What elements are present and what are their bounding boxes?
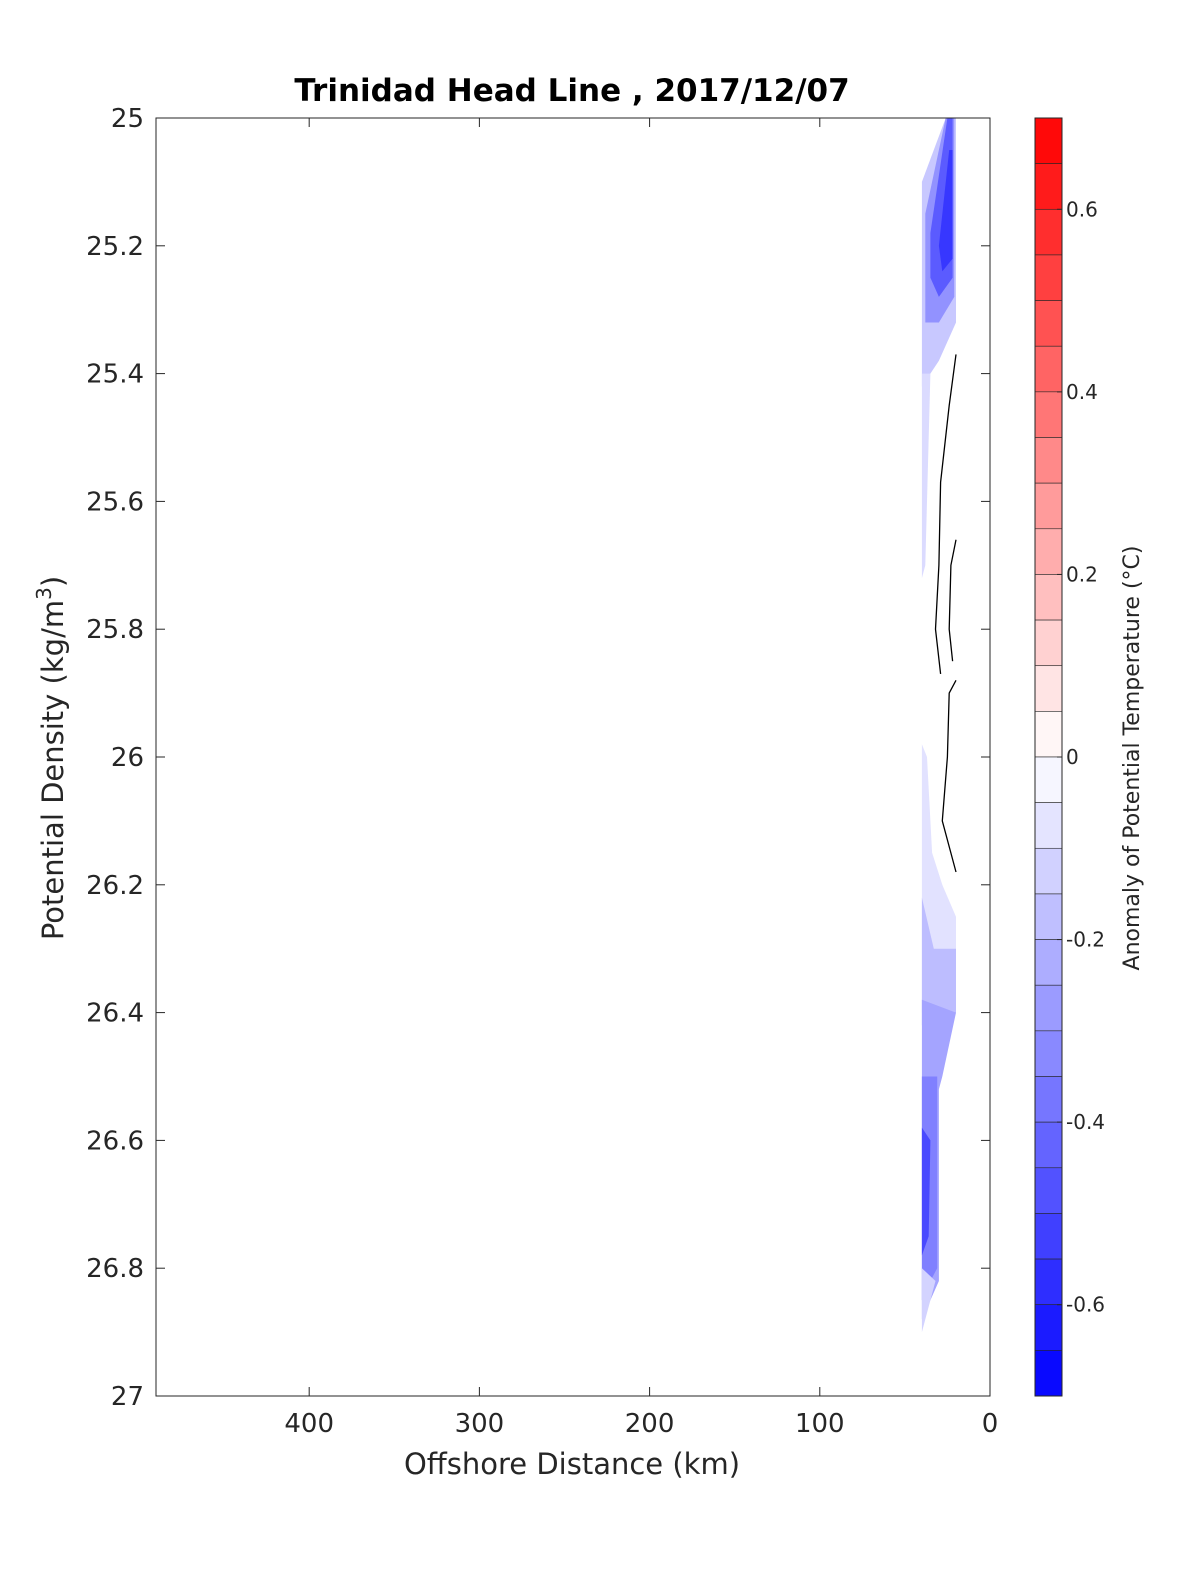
colorbar-swatch [1034, 1304, 1063, 1351]
colorbar-tick-label: 0.4 [1066, 380, 1098, 404]
chart-title: Trinidad Head Line , 2017/12/07 [294, 73, 849, 109]
y-tick-label: 25 [111, 104, 144, 134]
y-tick-label: 27 [111, 1382, 144, 1412]
colorbar-tick-label: 0.6 [1066, 197, 1098, 221]
colorbar-swatch [1034, 482, 1063, 530]
contour-plot [921, 118, 957, 1333]
x-tick-label: 200 [625, 1409, 675, 1439]
x-axis-title: Offshore Distance (km) [404, 1447, 740, 1481]
colorbar-swatch [1034, 1258, 1063, 1306]
zero-contour-line [948, 539, 957, 662]
colorbar-swatch [1034, 391, 1063, 438]
colorbar-swatch [1034, 1350, 1063, 1397]
plot-frame [155, 117, 991, 1397]
colorbar-swatch [1034, 254, 1063, 301]
y-tick-label: 26.2 [86, 871, 144, 901]
y-axis-title: Potential Density (kg/m3) [32, 576, 70, 940]
colorbar-swatch [1034, 847, 1063, 895]
y-tick-label: 26 [111, 743, 144, 773]
y-axis: 25 25.2 25.4 25.6 25.8 26 26.2 26.4 26.6 26.8 27 [86, 104, 990, 1412]
anomaly-region [921, 897, 956, 1026]
y-axis-title-suffix: ) [36, 576, 70, 587]
x-tick-label: 300 [455, 1409, 505, 1439]
colorbar-swatch [1034, 300, 1063, 347]
y-axis-title-main: Potential Density (kg/m [36, 600, 70, 940]
x-tick-label: 100 [795, 1409, 845, 1439]
colorbar-swatch [1034, 711, 1063, 758]
colorbar-swatch [1034, 528, 1063, 575]
y-tick-label: 25.2 [86, 232, 144, 262]
colorbar-swatch [1034, 756, 1063, 803]
anomaly-region [921, 373, 931, 579]
colorbar-swatch [1034, 665, 1063, 712]
colorbar-tick-label: 0 [1066, 745, 1079, 769]
y-tick-label: 25.4 [86, 360, 144, 390]
colorbar-swatch [1034, 1030, 1063, 1077]
colorbar-swatch [1034, 117, 1063, 164]
y-tick-label: 26.8 [86, 1254, 144, 1284]
x-axis: 400 300 200 100 0 [284, 118, 998, 1439]
y-axis-title-superscript: 3 [32, 587, 56, 600]
colorbar-swatch [1034, 1121, 1063, 1169]
y-tick-label: 26.6 [86, 1126, 144, 1156]
x-tick-label: 400 [284, 1409, 334, 1439]
colorbar-swatch [1034, 574, 1063, 621]
colorbar-title: Anomaly of Potential Temperature (°C) [1120, 546, 1145, 971]
colorbar-swatch [1034, 163, 1063, 210]
colorbar: 0.6 0.4 0.2 0 -0.2 -0.4 -0.6 [1034, 117, 1105, 1397]
colorbar-swatch [1034, 893, 1063, 940]
y-tick-label: 25.6 [86, 487, 144, 517]
zero-contour-line [941, 679, 957, 873]
colorbar-tick-label: -0.6 [1066, 1293, 1105, 1317]
colorbar-swatch [1034, 802, 1063, 849]
anomaly-region [921, 1268, 936, 1333]
y-tick-label: 26.4 [86, 999, 144, 1029]
colorbar-tick-label: 0.2 [1066, 562, 1098, 586]
colorbar-swatch [1034, 939, 1063, 986]
colorbar-tick-label: -0.2 [1066, 928, 1105, 952]
colorbar-swatch [1034, 984, 1063, 1032]
colorbar-tick-label: -0.4 [1066, 1110, 1105, 1134]
y-tick-label: 25.8 [86, 615, 144, 645]
colorbar-swatch [1034, 1213, 1063, 1260]
anomaly-region [921, 1127, 931, 1256]
colorbar-swatch [1034, 1167, 1063, 1214]
anomaly-region [938, 150, 953, 272]
zero-contour-line [934, 354, 957, 674]
colorbar-swatch [1034, 208, 1063, 256]
x-tick-label: 0 [982, 1409, 999, 1439]
colorbar-swatch [1034, 1076, 1063, 1123]
colorbar-swatch [1034, 619, 1063, 667]
colorbar-swatch [1034, 345, 1063, 393]
colorbar-swatch [1034, 437, 1063, 484]
